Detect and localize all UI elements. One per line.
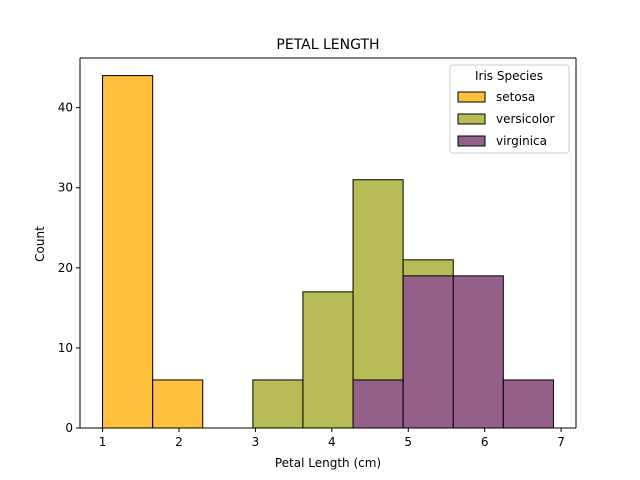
bar-virginica-5: [352, 379, 404, 429]
y-tick-label-40: 40: [58, 101, 73, 115]
y-axis-label: Count: [33, 226, 47, 262]
x-tick-label-4: 4: [328, 435, 336, 449]
bar-virginica-7: [452, 275, 504, 429]
legend-label-setosa: setosa: [496, 90, 535, 104]
bars-group: [102, 75, 554, 429]
y-tick-label-30: 30: [58, 181, 73, 195]
axes-group: 1 2 3 4 5 6 7 0 10 20 30 40: [58, 57, 577, 449]
x-tick-label-5: 5: [404, 435, 412, 449]
legend-swatch-virginica: [457, 135, 486, 147]
legend-label-virginica: virginica: [496, 134, 547, 148]
bar-setosa-1: [152, 379, 204, 429]
y-tick-label-10: 10: [58, 341, 73, 355]
legend-items: setosa versicolor virginica: [457, 90, 555, 148]
bar-versicolor-3: [252, 379, 304, 429]
legend-frame: [449, 64, 570, 154]
x-tick-label-7: 7: [557, 435, 565, 449]
legend-swatch-setosa: [457, 91, 486, 103]
chart-title: PETAL LENGTH: [276, 37, 379, 53]
legend: Iris Species setosa versicolor virginica: [449, 64, 570, 154]
x-axis-label: Petal Length (cm): [275, 456, 381, 470]
legend-swatch-versicolor: [457, 113, 486, 125]
y-tick-label-20: 20: [58, 261, 73, 275]
x-tick-label-6: 6: [481, 435, 489, 449]
bar-versicolor-4: [302, 291, 354, 429]
x-tick-label-3: 3: [252, 435, 260, 449]
y-tick-label-0: 0: [65, 421, 73, 435]
x-tick-label-1: 1: [99, 435, 107, 449]
legend-label-versicolor: versicolor: [496, 112, 555, 126]
bar-virginica-6: [402, 275, 454, 429]
bar-setosa-0: [102, 75, 154, 429]
x-tick-label-2: 2: [175, 435, 183, 449]
bar-virginica-8: [502, 379, 554, 429]
legend-title: Iris Species: [475, 69, 543, 83]
